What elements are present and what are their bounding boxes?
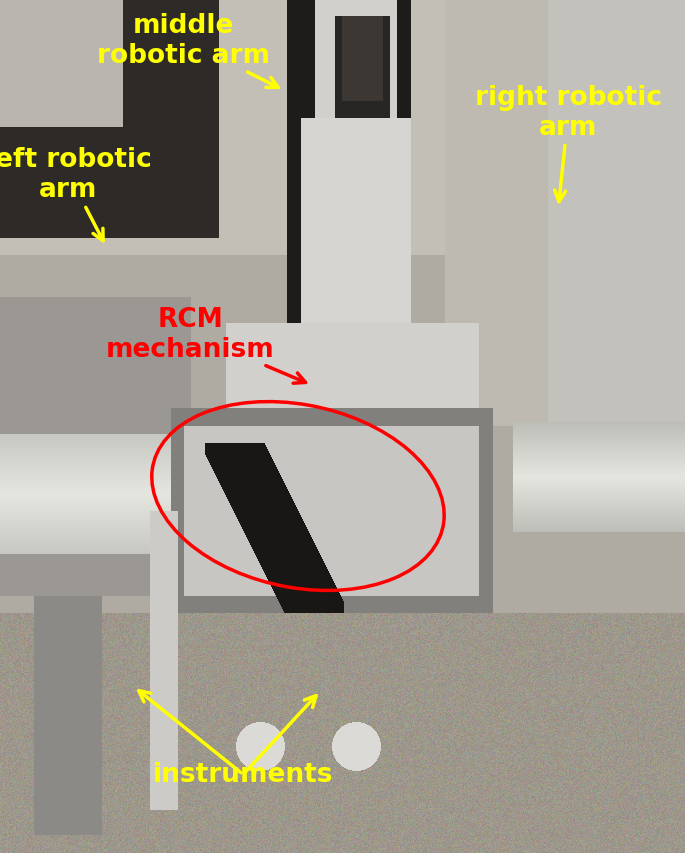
Text: right robotic
arm: right robotic arm: [475, 84, 662, 202]
Text: left robotic
arm: left robotic arm: [0, 147, 151, 241]
Text: RCM
mechanism: RCM mechanism: [106, 306, 306, 384]
Text: middle
robotic arm: middle robotic arm: [97, 13, 278, 89]
Text: instruments: instruments: [153, 762, 334, 787]
